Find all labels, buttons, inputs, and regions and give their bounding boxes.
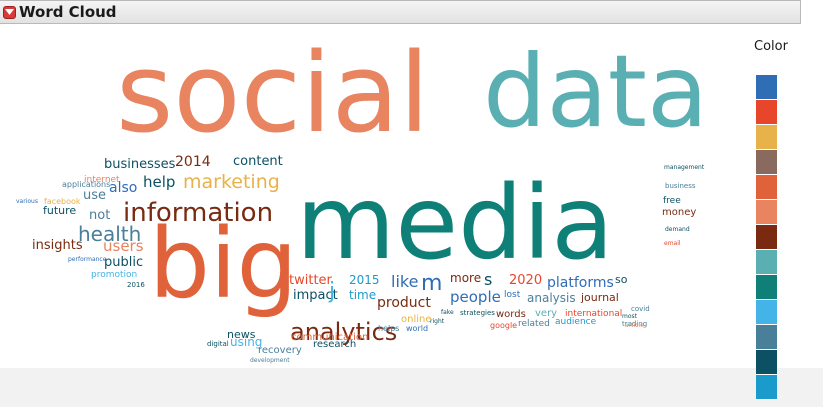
cloud-word: twitter (289, 273, 332, 288)
cloud-word: 2020 (509, 273, 543, 288)
cloud-word: analysis (527, 291, 576, 305)
cloud-word: s (484, 270, 493, 289)
cloud-word: future (43, 204, 77, 217)
panel-title: Word Cloud (19, 3, 117, 21)
cloud-word: lost (504, 290, 521, 300)
cloud-word: facebook (44, 197, 81, 206)
cloud-word: world (406, 324, 429, 333)
cloud-word: management (664, 164, 705, 171)
cloud-word: money (662, 207, 697, 218)
cloud-word: impact (293, 288, 338, 303)
cloud-word: helps (378, 324, 400, 333)
cloud-word: using (230, 335, 263, 349)
cloud-word: recovery (258, 345, 302, 356)
cloud-word: m (421, 271, 443, 296)
legend-swatch (756, 200, 777, 225)
cloud-word: time (349, 288, 377, 302)
cloud-word: article (625, 322, 644, 329)
color-legend (756, 75, 777, 400)
cloud-word: 2015 (349, 273, 380, 287)
cloud-word: 2016 (127, 281, 145, 289)
cloud-word: email (664, 240, 681, 247)
cloud-word: most (622, 313, 637, 320)
cloud-word: like (391, 272, 419, 291)
cloud-word: free (663, 196, 681, 206)
cloud-word: fake (441, 309, 454, 316)
cloud-word: various (16, 198, 38, 205)
cloud-word: social (116, 38, 430, 157)
cloud-word: business (665, 182, 696, 190)
cloud-word: communication (291, 332, 369, 343)
legend-swatch (756, 250, 777, 275)
cloud-word: promotion (91, 270, 138, 280)
legend-swatch (756, 225, 777, 250)
legend-swatch (756, 275, 777, 300)
word-cloud: social data media big information analytics ma… (0, 38, 746, 368)
cloud-word: so (615, 273, 628, 286)
legend-swatch (756, 100, 777, 125)
cloud-word: very (535, 308, 558, 319)
legend-swatch (756, 325, 777, 350)
cloud-word: journal (581, 291, 619, 304)
cloud-word: use (83, 188, 107, 203)
cloud-word: j (329, 279, 336, 304)
cloud-word: more (450, 271, 482, 285)
cloud-word: platforms (547, 275, 614, 291)
cloud-word: not (89, 208, 111, 223)
cloud-word: covid (631, 305, 650, 313)
collapse-toggle-icon[interactable] (3, 6, 16, 19)
cloud-word: users (103, 237, 144, 255)
legend-swatch (756, 150, 777, 175)
cloud-word: google (490, 321, 518, 330)
cloud-word: help (143, 173, 176, 191)
cloud-word: big (149, 208, 298, 320)
cloud-word: internet (84, 175, 120, 185)
cloud-word: public (104, 255, 144, 270)
empty-area (0, 368, 823, 407)
legend-swatch (756, 175, 777, 200)
legend-swatch (756, 350, 777, 375)
legend-swatch (756, 75, 777, 100)
cloud-word: research (313, 339, 357, 350)
cloud-word: health (78, 222, 142, 246)
cloud-word: right (430, 318, 445, 325)
cloud-word: trading (622, 320, 648, 328)
cloud-word: insights (32, 238, 83, 253)
cloud-word: online (401, 314, 432, 325)
cloud-word: international (565, 309, 623, 319)
cloud-word: demand (665, 226, 690, 233)
panel-header: Word Cloud (0, 0, 801, 24)
cloud-word: people (450, 288, 501, 306)
cloud-word: words (496, 309, 526, 320)
cloud-word: marketing (183, 171, 280, 193)
cloud-word: analytics (290, 318, 398, 346)
cloud-word: businesses (104, 157, 176, 172)
legend-swatch (756, 300, 777, 325)
cloud-word: also (109, 180, 138, 196)
legend-swatch (756, 125, 777, 150)
cloud-word: content (233, 154, 283, 169)
cloud-word: 2014 (175, 154, 211, 170)
cloud-word: development (250, 357, 290, 364)
cloud-word: digital (207, 340, 229, 348)
cloud-word: data (483, 38, 709, 150)
cloud-word: news (227, 328, 256, 341)
legend-title: Color (754, 39, 788, 54)
cloud-word: performance (68, 256, 107, 263)
cloud-word: information (123, 198, 274, 228)
cloud-word: media (296, 164, 614, 283)
cloud-word: product (377, 295, 431, 311)
cloud-word: applications (62, 180, 111, 189)
legend-swatch (756, 375, 777, 400)
cloud-word: audience (555, 317, 597, 327)
cloud-word: related (518, 319, 550, 329)
cloud-word: strategies (460, 309, 495, 317)
